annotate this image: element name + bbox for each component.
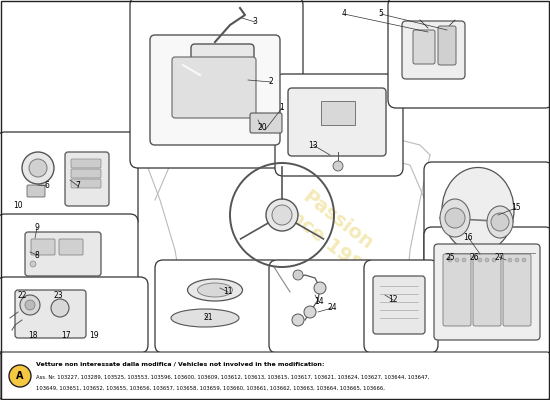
Text: 18: 18 [28, 330, 38, 340]
FancyBboxPatch shape [65, 152, 109, 206]
FancyBboxPatch shape [25, 232, 101, 276]
FancyBboxPatch shape [288, 88, 386, 156]
FancyBboxPatch shape [0, 277, 148, 353]
Text: 25: 25 [445, 252, 455, 262]
FancyBboxPatch shape [59, 239, 83, 255]
Text: 2: 2 [268, 78, 273, 86]
FancyBboxPatch shape [321, 101, 355, 125]
Circle shape [485, 258, 489, 262]
Text: 9: 9 [35, 224, 40, 232]
Text: 1: 1 [279, 104, 284, 112]
FancyBboxPatch shape [250, 113, 282, 133]
Circle shape [314, 282, 326, 294]
Ellipse shape [442, 168, 514, 252]
Text: 27: 27 [494, 252, 504, 262]
Text: 11: 11 [223, 288, 233, 296]
FancyBboxPatch shape [71, 159, 101, 168]
Text: 103649, 103651, 103652, 103655, 103656, 103657, 103658, 103659, 103660, 103661, : 103649, 103651, 103652, 103655, 103656, … [36, 386, 385, 390]
FancyBboxPatch shape [155, 260, 280, 353]
Text: 22: 22 [17, 290, 27, 300]
FancyBboxPatch shape [150, 35, 280, 145]
FancyBboxPatch shape [434, 244, 540, 340]
Circle shape [445, 208, 465, 228]
FancyBboxPatch shape [269, 260, 376, 353]
Circle shape [22, 152, 54, 184]
Ellipse shape [171, 309, 239, 327]
FancyBboxPatch shape [373, 276, 425, 334]
Ellipse shape [197, 283, 233, 297]
FancyBboxPatch shape [443, 254, 471, 326]
FancyBboxPatch shape [31, 239, 55, 255]
Circle shape [455, 258, 459, 262]
Text: Passion
Since 1985: Passion Since 1985 [270, 176, 390, 284]
Text: 6: 6 [45, 182, 50, 190]
Circle shape [30, 261, 36, 267]
FancyBboxPatch shape [172, 57, 256, 118]
Circle shape [508, 258, 512, 262]
Circle shape [25, 300, 35, 310]
Text: 20: 20 [257, 124, 267, 132]
Text: A: A [16, 371, 24, 381]
Circle shape [9, 365, 31, 387]
Circle shape [20, 295, 40, 315]
FancyBboxPatch shape [71, 169, 101, 178]
Text: 7: 7 [75, 182, 80, 190]
Text: Vetture non interessate dalla modifica / Vehicles not involved in the modificati: Vetture non interessate dalla modifica /… [36, 362, 324, 366]
Text: 8: 8 [35, 250, 40, 260]
Text: 23: 23 [53, 290, 63, 300]
FancyBboxPatch shape [402, 21, 465, 79]
Circle shape [292, 314, 304, 326]
Circle shape [333, 161, 343, 171]
Ellipse shape [487, 206, 513, 238]
FancyBboxPatch shape [413, 30, 435, 64]
FancyBboxPatch shape [71, 179, 101, 188]
Text: 4: 4 [342, 10, 346, 18]
FancyBboxPatch shape [191, 44, 254, 80]
Text: 15: 15 [511, 204, 521, 212]
Circle shape [462, 258, 466, 262]
FancyBboxPatch shape [275, 74, 403, 176]
FancyBboxPatch shape [424, 162, 550, 290]
Circle shape [304, 306, 316, 318]
Text: 10: 10 [13, 200, 23, 210]
Circle shape [272, 205, 292, 225]
Circle shape [266, 199, 298, 231]
FancyBboxPatch shape [388, 0, 550, 108]
Circle shape [492, 258, 496, 262]
FancyBboxPatch shape [27, 185, 45, 197]
Ellipse shape [188, 279, 243, 301]
FancyBboxPatch shape [424, 227, 550, 358]
Text: 24: 24 [327, 304, 337, 312]
FancyBboxPatch shape [130, 0, 303, 168]
Text: 12: 12 [388, 296, 398, 304]
FancyBboxPatch shape [473, 254, 501, 326]
Text: 16: 16 [463, 232, 473, 242]
Text: Ass. Nr. 103227, 103289, 103525, 103553, 103596, 103600, 103609, 103612, 103613,: Ass. Nr. 103227, 103289, 103525, 103553,… [36, 374, 430, 380]
Circle shape [448, 258, 452, 262]
FancyBboxPatch shape [364, 260, 438, 353]
FancyBboxPatch shape [0, 132, 138, 228]
Text: 5: 5 [378, 10, 383, 18]
Text: 13: 13 [308, 140, 318, 150]
Circle shape [522, 258, 526, 262]
Text: 26: 26 [469, 252, 479, 262]
FancyBboxPatch shape [503, 254, 531, 326]
Circle shape [51, 299, 69, 317]
Circle shape [29, 159, 47, 177]
Circle shape [515, 258, 519, 262]
Text: 14: 14 [314, 298, 324, 306]
Text: 21: 21 [204, 314, 213, 322]
Text: 3: 3 [252, 18, 257, 26]
FancyBboxPatch shape [438, 26, 456, 65]
Circle shape [491, 213, 509, 231]
FancyBboxPatch shape [0, 352, 550, 400]
Text: 19: 19 [89, 330, 99, 340]
Text: 17: 17 [61, 330, 71, 340]
Circle shape [293, 270, 303, 280]
Ellipse shape [440, 199, 470, 237]
Circle shape [478, 258, 482, 262]
FancyBboxPatch shape [15, 290, 86, 338]
FancyBboxPatch shape [0, 214, 138, 288]
